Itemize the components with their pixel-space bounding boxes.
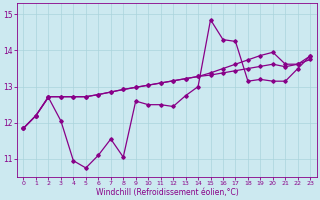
X-axis label: Windchill (Refroidissement éolien,°C): Windchill (Refroidissement éolien,°C) <box>96 188 238 197</box>
